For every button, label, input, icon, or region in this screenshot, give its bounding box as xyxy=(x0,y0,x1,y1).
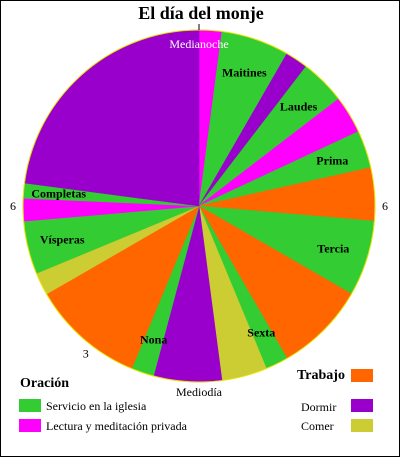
pie-slice-18-dormir xyxy=(24,29,200,207)
legend-swatch-lectura xyxy=(19,419,41,432)
office-label-9: Sexta xyxy=(247,325,275,339)
legend-swatch-trabajo xyxy=(351,369,373,382)
chart-title: El día del monje xyxy=(138,3,264,23)
legend-label-lectura: Lectura y meditación privada xyxy=(46,419,188,433)
office-label-12: Nona xyxy=(140,332,167,346)
legend: Oración Servicio en la iglesia Lectura y… xyxy=(19,368,373,433)
legend-label-comer: Comer xyxy=(301,419,334,433)
legend-heading-trabajo: Trabajo xyxy=(297,368,345,383)
legend-swatch-servicio xyxy=(19,399,41,412)
hour-label-4: 6 xyxy=(10,199,16,213)
hour-label-0: Medianoche xyxy=(169,37,228,51)
office-label-17: Completas xyxy=(31,187,86,201)
office-label-5: Prima xyxy=(316,154,348,168)
legend-label-servicio: Servicio en la iglesia xyxy=(46,399,147,413)
legend-swatch-dormir xyxy=(351,399,373,412)
hour-label-3: 3 xyxy=(83,347,89,361)
office-label-1: Maitines xyxy=(222,66,267,80)
office-labels: Maitines Laudes Prima Tercia Sexta Nona Vísper… xyxy=(31,66,349,347)
legend-swatch-comer xyxy=(351,419,373,432)
office-label-3: Laudes xyxy=(280,99,318,113)
hour-label-1: 6 xyxy=(382,199,388,213)
hour-labels: Medianoche 6 Mediodía 3 6 xyxy=(10,24,388,399)
legend-label-dormir: Dormir xyxy=(301,400,336,414)
hour-label-2: Mediodía xyxy=(176,385,223,399)
legend-heading-oracion: Oración xyxy=(20,376,69,391)
office-label-7: Tercia xyxy=(317,241,349,255)
office-label-15: Vísperas xyxy=(40,232,85,246)
pie-slices xyxy=(22,29,376,383)
